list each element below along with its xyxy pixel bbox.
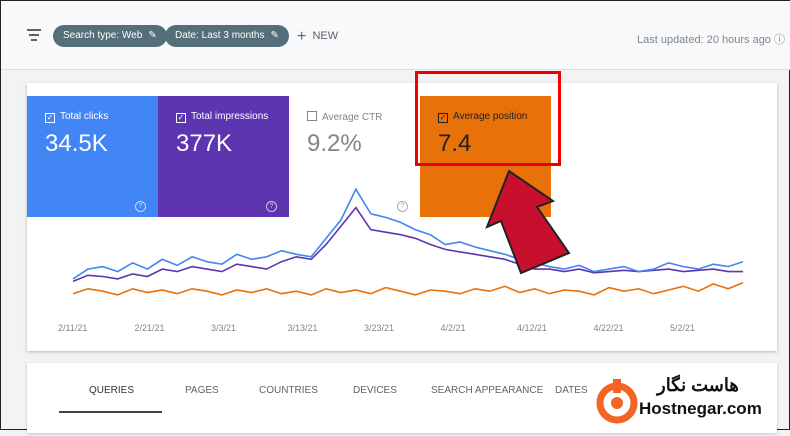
metric-total-clicks[interactable]: ✓ Total clicks 34.5K? xyxy=(27,96,158,217)
tab-search-appearance[interactable]: SEARCH APPEARANCE xyxy=(431,385,544,396)
x-tick-label: 3/13/21 xyxy=(287,323,318,333)
tab-countries[interactable]: COUNTRIES xyxy=(259,385,318,396)
chip-label: Date: Last 3 months xyxy=(175,30,265,41)
logo-text-fa: هاست نگار xyxy=(657,375,739,395)
tab-devices[interactable]: DEVICES xyxy=(353,385,397,396)
checkbox-icon: ✓ xyxy=(45,113,55,123)
metric-value: 9.2% xyxy=(307,130,362,157)
checkbox-icon xyxy=(307,111,317,121)
hostnegar-logo: هاست نگار Hostnegar.com xyxy=(595,373,785,431)
x-tick-label: 3/23/21 xyxy=(364,323,395,333)
performance-card: ✓ Total clicks 34.5K? ✓ Total impressions 37… xyxy=(27,83,777,351)
new-label: NEW xyxy=(312,30,339,42)
x-tick-label: 2/21/21 xyxy=(134,323,165,333)
dimension-tabs: QUERIES PAGES COUNTRIES DEVICES SEARCH A… xyxy=(27,363,777,433)
metric-label: Total impressions xyxy=(191,111,269,122)
last-updated: Last updated: 20 hours ago ⓘ xyxy=(637,31,785,47)
highlight-box xyxy=(415,71,561,166)
chip-label: Search type: Web xyxy=(63,30,143,41)
x-tick-label: 4/22/21 xyxy=(593,323,624,333)
plus-icon: + xyxy=(297,28,307,45)
last-updated-text: Last updated: 20 hours ago xyxy=(636,34,771,46)
date-chip[interactable]: Date: Last 3 months ✎ xyxy=(165,25,289,47)
help-icon[interactable]: ⓘ xyxy=(774,34,785,46)
help-icon[interactable]: ? xyxy=(266,201,277,212)
x-tick-label: 4/2/21 xyxy=(440,323,466,333)
metric-label: Average CTR xyxy=(322,112,383,123)
hostnegar-logo-icon xyxy=(596,379,638,424)
x-tick-label: 5/2/21 xyxy=(670,323,696,333)
checkbox-icon: ✓ xyxy=(438,113,448,123)
x-tick-label: 4/12/21 xyxy=(517,323,548,333)
help-icon[interactable]: ? xyxy=(397,201,408,212)
tab-pages[interactable]: PAGES xyxy=(185,385,219,396)
metric-label: Average position xyxy=(453,111,528,122)
edit-icon: ✎ xyxy=(148,30,157,41)
metric-value: 377K xyxy=(176,130,233,157)
metric-value: 34.5K xyxy=(45,130,108,157)
tab-dates[interactable]: DATES xyxy=(555,385,588,396)
toolbar: Search type: Web ✎ Date: Last 3 months ✎ +… xyxy=(1,1,790,70)
metric-average-ctr[interactable]: Average CTR 9.2%? xyxy=(289,96,420,217)
metric-label: Total clicks xyxy=(60,111,109,122)
tab-queries[interactable]: QUERIES xyxy=(89,385,135,396)
help-icon[interactable]: ? xyxy=(135,201,146,212)
metric-total-impressions[interactable]: ✓ Total impressions 377K? xyxy=(158,96,289,217)
new-filter-button[interactable]: + NEW xyxy=(297,28,338,46)
help-icon[interactable]: ? xyxy=(528,201,539,212)
x-tick-label: 2/11/21 xyxy=(58,323,88,333)
x-tick-label: 3/3/21 xyxy=(211,323,237,333)
checkbox-icon: ✓ xyxy=(176,113,186,123)
active-tab-indicator xyxy=(59,411,162,413)
edit-icon: ✎ xyxy=(270,30,279,41)
search-type-chip[interactable]: Search type: Web ✎ xyxy=(53,25,167,47)
logo-text-en: Hostnegar.com xyxy=(639,399,762,418)
metric-value: 7.4 xyxy=(438,130,472,157)
filter-icon[interactable] xyxy=(27,29,41,44)
